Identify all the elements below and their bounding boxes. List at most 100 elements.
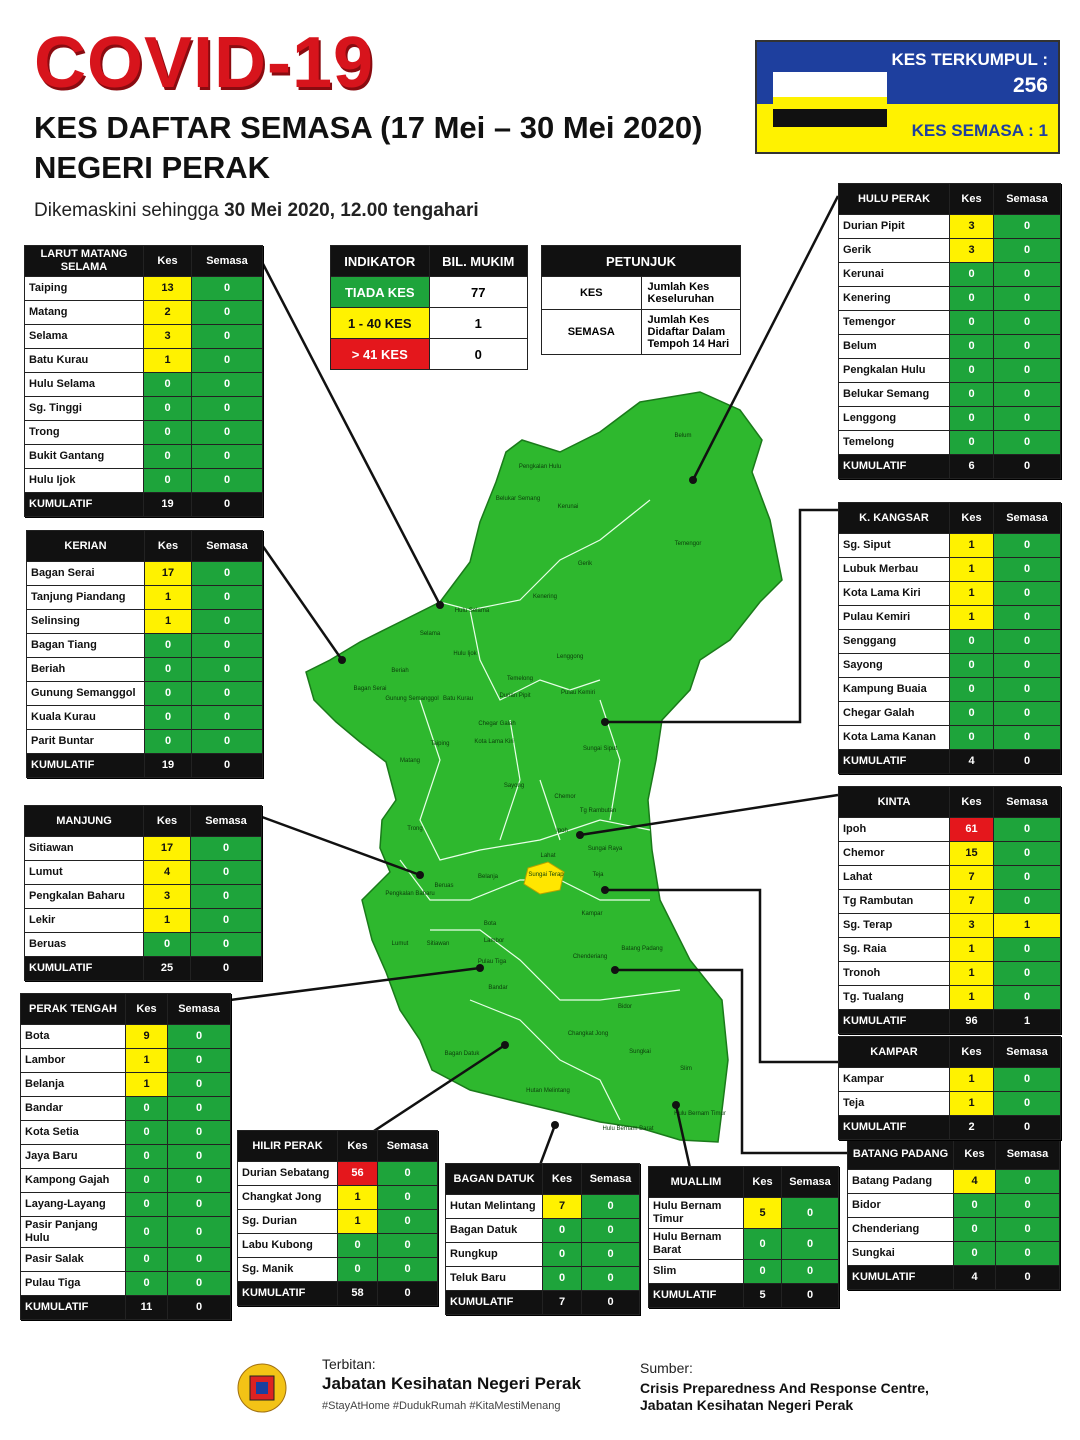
mukim-row: Chegar Galah 0 0 (838, 701, 1061, 726)
total-row: KUMULATIF 96 1 (838, 1009, 1061, 1034)
header-cell: INDIKATOR (330, 245, 430, 277)
map-label: Hulu Bernam Timur (674, 1111, 726, 1117)
kes-cell: 0 (125, 1247, 168, 1272)
semasa-cell: 0 (995, 1217, 1060, 1242)
mukim-row: Hulu Selama 0 0 (24, 372, 263, 397)
mukim-name: Matang (24, 300, 144, 325)
mukim-name: Kampong Gajah (20, 1168, 126, 1193)
semasa-cell: 0 (191, 276, 263, 301)
mukim-name: Changkat Jong (237, 1185, 338, 1210)
mukim-row: Kota Lama Kanan 0 0 (838, 725, 1061, 750)
mukim-row: Sg. Tinggi 0 0 (24, 396, 263, 421)
semasa-cell: 0 (993, 406, 1061, 431)
mukim-row: Belukar Semang 0 0 (838, 382, 1061, 407)
kes-cell: 15 (949, 841, 994, 866)
semasa-cell: 0 (993, 653, 1061, 678)
mukim-name: Sg. Terap (838, 913, 950, 938)
leader-line (260, 261, 442, 606)
semasa-cell: 0 (993, 961, 1061, 986)
legend-row: SEMASA Jumlah Kes Didaftar Dalam Tempoh 1… (541, 309, 741, 355)
semasa-cell: 0 (993, 286, 1061, 311)
total-row: KUMULATIF 19 0 (26, 753, 263, 778)
total-semasa: 0 (781, 1283, 839, 1308)
semasa-cell: 0 (191, 633, 263, 658)
dot (601, 718, 609, 726)
kes-cell: 0 (143, 468, 192, 493)
total-semasa: 0 (993, 1115, 1061, 1140)
mukim-row: Sungkai 0 0 (847, 1241, 1060, 1266)
map-label: Hulu Ijok (453, 651, 477, 657)
total-semasa: 0 (190, 956, 262, 981)
legend-row: KES Jumlah Kes Keseluruhan (541, 276, 741, 310)
district-name: BAGAN DATUK (445, 1163, 543, 1195)
indicator-row: TIADA KES 77 (330, 276, 528, 308)
map-label: Belukar Semang (496, 496, 540, 502)
column-header: Semasa (993, 1036, 1061, 1068)
mukim-name: Pulau Tiga (20, 1271, 126, 1296)
kes-cell: 2 (143, 300, 192, 325)
kes-cell: 1 (949, 985, 994, 1010)
mukim-name: Sg. Tinggi (24, 396, 144, 421)
kes-cell: 0 (949, 262, 994, 287)
kes-cell: 0 (949, 701, 994, 726)
dot (476, 964, 484, 972)
semasa-cell: 0 (377, 1257, 438, 1282)
semasa-cell: 0 (993, 382, 1061, 407)
kes-cell: 0 (143, 372, 192, 397)
semasa-cell: 0 (190, 860, 262, 885)
column-header: Kes (953, 1138, 996, 1170)
semasa-cell: 0 (167, 1192, 231, 1217)
total-kes: 6 (949, 454, 994, 479)
district-table: KERIAN Kes Semasa Bagan Serai 17 0 Tanjung Pia… (26, 530, 263, 778)
total-row: KUMULATIF 25 0 (24, 956, 262, 981)
total-label: KUMULATIF (26, 753, 145, 778)
kes-cell: 1 (337, 1209, 378, 1234)
map-label: Chemor (554, 794, 575, 800)
mukim-row: Sitiawan 17 0 (24, 836, 262, 861)
total-kes: 5 (743, 1283, 782, 1308)
map-label: Durian Pipit (499, 693, 530, 699)
semasa-cell: 0 (191, 657, 263, 682)
total-kes: 19 (143, 492, 192, 517)
semasa-cell: 0 (993, 310, 1061, 335)
mukim-name: Layang-Layang (20, 1192, 126, 1217)
mukim-name: Belanja (20, 1072, 126, 1097)
header-row: INDIKATOR BIL. MUKIM (330, 245, 528, 277)
total-kes: 4 (953, 1265, 996, 1290)
mukim-row: Sg. Durian 1 0 (237, 1209, 438, 1234)
kes-cell: 0 (125, 1192, 168, 1217)
mukim-name: Pengkalan Baharu (24, 884, 144, 909)
dot (689, 476, 697, 484)
total-value: 256 (1012, 74, 1048, 97)
mukim-name: Hulu Bernam Timur (648, 1197, 744, 1229)
map-label: Pulau Tiga (478, 959, 507, 965)
semasa-cell: 0 (191, 585, 263, 610)
mukim-row: Bandar 0 0 (20, 1096, 231, 1121)
map-label: Bagan Serai (353, 686, 386, 692)
map-label: Slim (680, 1066, 692, 1072)
updated-date: 30 Mei 2020, 12.00 tengahari (224, 200, 479, 221)
map-label: Chegar Galah (478, 721, 515, 727)
mukim-name: Kota Lama Kiri (838, 581, 950, 606)
dot (611, 966, 619, 974)
map-label: Ipoh (556, 828, 568, 834)
kes-cell: 0 (953, 1217, 996, 1242)
dot (576, 831, 584, 839)
mukim-name: Bagan Datuk (445, 1218, 543, 1243)
district-table: PERAK TENGAH Kes Semasa Bota 9 0 Lambor 1 0 Belan… (20, 993, 231, 1320)
column-header: Semasa (995, 1138, 1060, 1170)
mukim-name: Bagan Serai (26, 561, 145, 586)
semasa-cell: 0 (191, 609, 263, 634)
mukim-row: Belum 0 0 (838, 334, 1061, 359)
mukim-row: Bota 9 0 (20, 1024, 231, 1049)
district-table: BATANG PADANG Kes Semasa Batang Padang 4 0 Bid… (847, 1138, 1060, 1290)
mukim-name: Pulau Kemiri (838, 605, 950, 630)
map-label: Kampar (581, 911, 602, 917)
active-value: 1 (1038, 121, 1048, 140)
total-kes: 58 (337, 1281, 378, 1306)
district-name: MUALLIM (648, 1166, 744, 1198)
mukim-row: Kampong Gajah 0 0 (20, 1168, 231, 1193)
mukim-name: Sg. Raia (838, 937, 950, 962)
sungai-terap-area (523, 861, 565, 895)
